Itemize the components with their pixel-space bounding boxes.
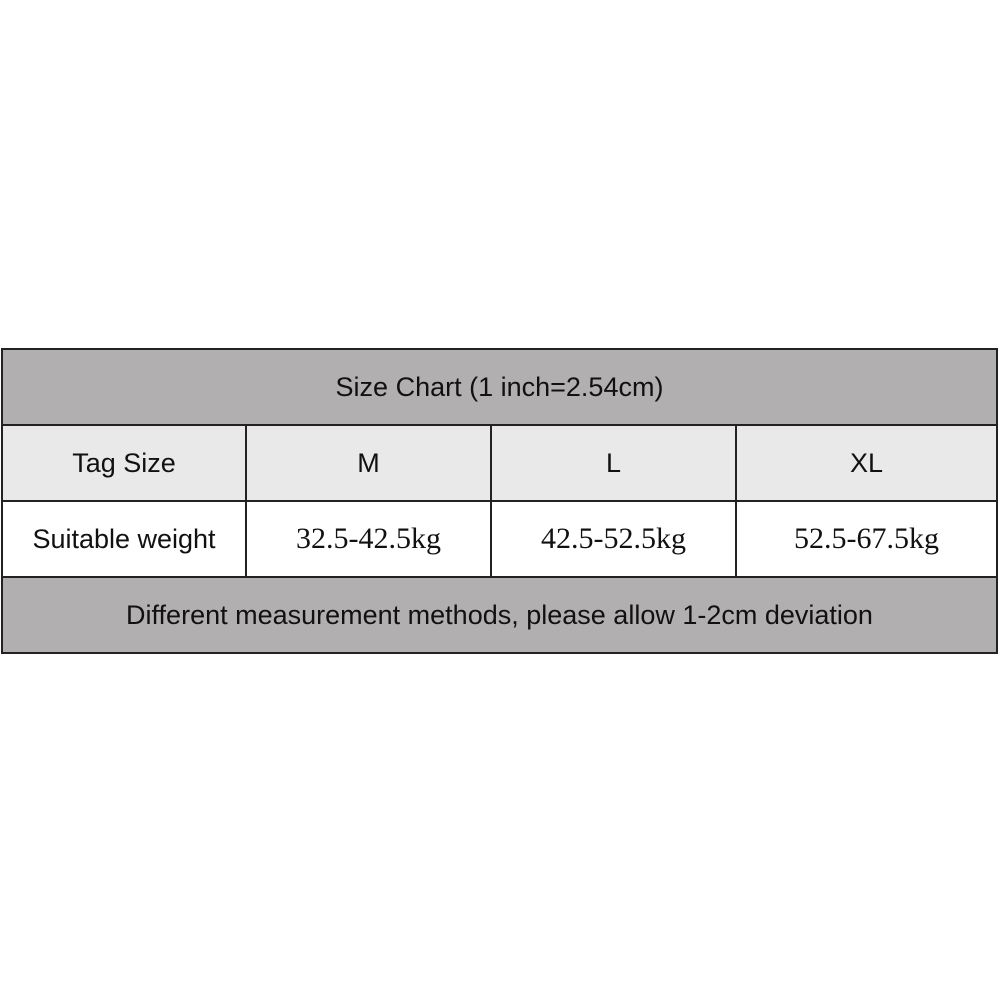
weight-row: Suitable weight 32.5-42.5kg 42.5-52.5kg … [1, 500, 998, 578]
tag-size-row: Tag Size M L XL [1, 424, 998, 502]
weight-l: 42.5-52.5kg [490, 500, 737, 578]
weight-label: Suitable weight [1, 500, 247, 578]
table-title: Size Chart (1 inch=2.54cm) [1, 348, 998, 426]
tag-size-label: Tag Size [1, 424, 247, 502]
deviation-note: Different measurement methods, please al… [1, 576, 998, 654]
weight-m: 32.5-42.5kg [245, 500, 492, 578]
size-l: L [490, 424, 737, 502]
size-chart-table: Size Chart (1 inch=2.54cm) Tag Size M L … [1, 348, 998, 654]
weight-xl: 52.5-67.5kg [735, 500, 998, 578]
size-m: M [245, 424, 492, 502]
size-xl: XL [735, 424, 998, 502]
